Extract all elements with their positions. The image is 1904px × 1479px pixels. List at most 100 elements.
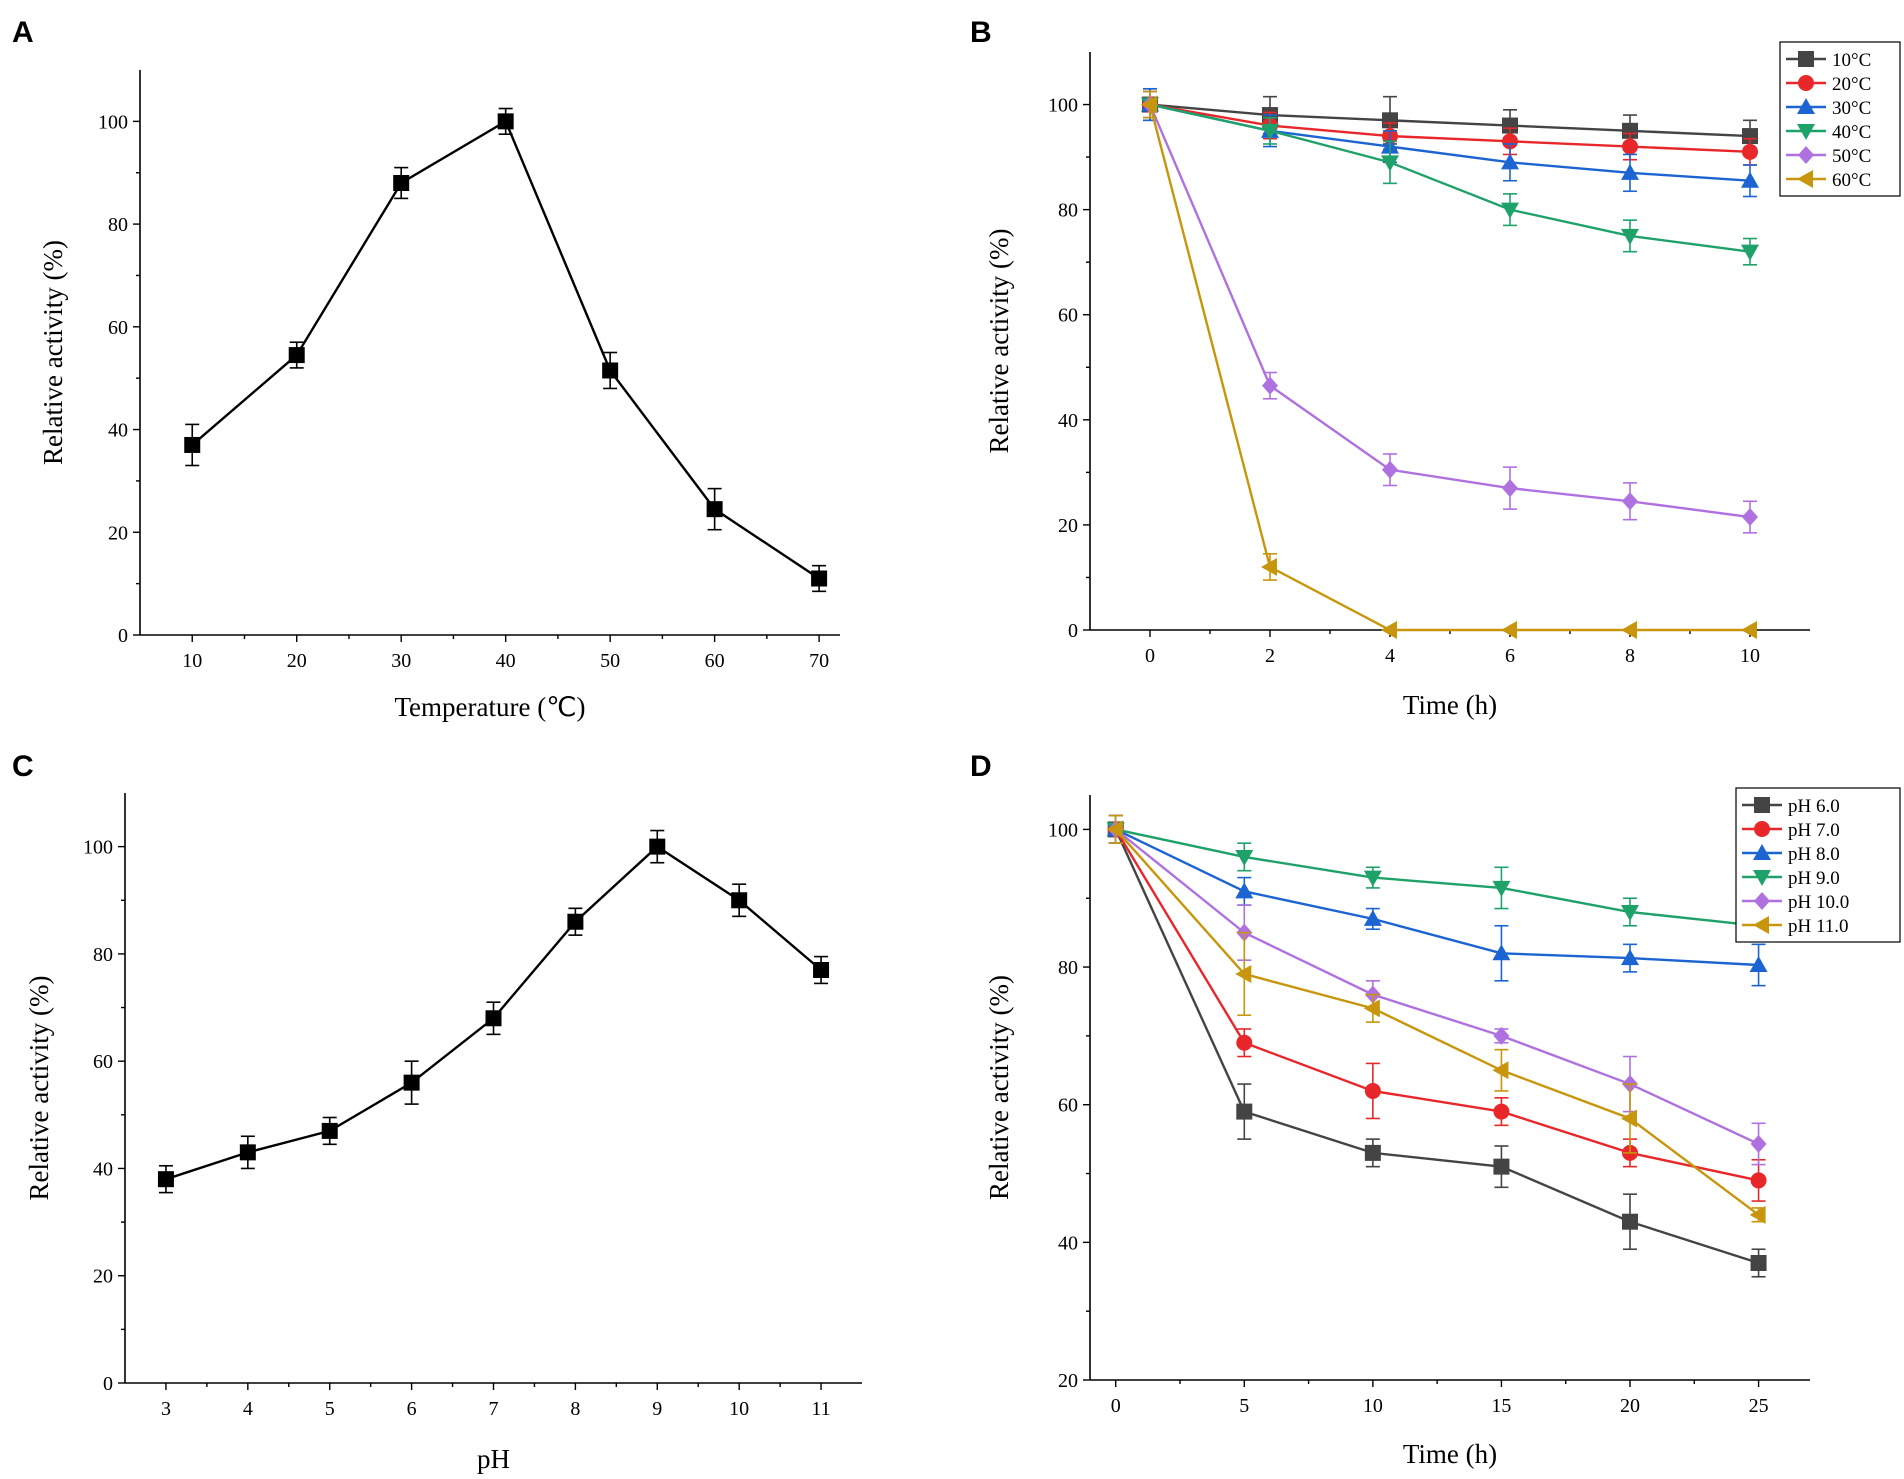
legend-label: pH 9.0 [1788,868,1840,889]
x-tick-label: 20 [1620,1395,1640,1417]
data-point [602,362,619,379]
series-line [1115,828,1759,967]
data-point [1261,123,1279,140]
x-tick-label: 10 [182,650,202,672]
data-point [1749,1205,1766,1224]
panel-d: D 20 40 60 80 100 0 5 10 15 20 25 Time (h) Relative a… [970,750,1901,1469]
data-point [403,1074,420,1091]
data-point [1106,820,1123,839]
data-point [1262,376,1278,395]
series-ph-11-0 [1106,814,1766,1224]
series-ph-9-0 [1106,814,1768,937]
x-tick-label: 4 [243,1398,253,1420]
data-point [1750,1255,1767,1271]
y-tick-label: 100 [83,837,113,859]
legend-label: 50°C [1832,146,1871,167]
data-point [1492,944,1511,961]
y-tick-label: 0 [118,625,128,647]
data-point [1741,171,1759,188]
series-40-c [1141,90,1759,266]
legend-item: 10°C [1786,50,1871,71]
legend-item: 20°C [1786,74,1871,95]
x-tick-label: 15 [1491,1395,1511,1417]
legend-item: 30°C [1786,98,1871,119]
x-axis-title: pH [477,1444,510,1474]
series-line [1149,103,1751,253]
y-tick-label: 60 [1058,1095,1078,1117]
legend-marker [1797,124,1815,140]
data-point [1493,1103,1510,1120]
data-point [1502,133,1518,150]
y-tick-label: 100 [98,111,128,133]
data-point [1621,949,1639,966]
y-axis-title: Relative activity (%) [24,976,54,1201]
data-point [1141,95,1157,114]
x-tick-label: 7 [489,1398,499,1420]
x-tick-label: 10 [729,1398,749,1420]
y-tick-label: 0 [1068,620,1078,642]
data-point [1363,909,1382,926]
x-tick-label: 25 [1749,1395,1769,1417]
data-point [485,1010,502,1027]
y-tick-label: 20 [1058,515,1078,537]
legend-marker [1753,870,1771,886]
y-tick-label: 40 [108,420,128,442]
x-tick-label: 9 [652,1398,662,1420]
x-tick-label: 11 [811,1398,830,1420]
series-line [1114,828,1759,1265]
y-tick-label: 80 [1058,200,1078,222]
x-tick-label: 6 [1505,645,1515,667]
series-line [1114,828,1759,1182]
data-point [1622,492,1638,511]
data-point [1622,1213,1638,1230]
legend-label: pH 6.0 [1788,796,1840,817]
x-tick-label: 4 [1385,645,1395,667]
x-tick-label: 20 [287,650,307,672]
data-point [1363,870,1382,887]
x-tick-label: 50 [600,650,620,672]
legend-item: 50°C [1786,146,1871,167]
y-tick-label: 80 [108,214,128,236]
legend-marker [1754,797,1770,813]
y-tick-label: 80 [93,944,113,966]
y-tick-label: 40 [93,1158,113,1180]
data-point [1236,1034,1253,1051]
legend-marker [1797,170,1813,188]
legend: pH 6.0 pH 7.0 pH 8.0 pH 9.0 pH 10.0 pH 11.0 [1735,787,1901,943]
series-line [1114,828,1760,1216]
data-point [1492,1061,1509,1080]
y-axis-title: Relative activity (%) [984,229,1014,454]
data-point [1502,479,1518,498]
x-tick-label: 2 [1265,645,1275,667]
data-point [1236,1103,1253,1120]
legend-marker [1753,916,1769,934]
series-line [1148,104,1750,632]
panel-letter: B [970,16,992,49]
data-point [1621,905,1639,921]
data-point [1493,1026,1510,1045]
y-tick-label: 60 [108,317,128,339]
legend-item: 40°C [1786,122,1871,143]
x-tick-label: 5 [1239,1395,1249,1417]
data-point [393,175,410,191]
y-tick-label: 60 [1058,305,1078,327]
panel-c: C 0 20 40 60 80 100 3 4 5 6 7 8 9 10 11 pH Relative activ… [12,750,862,1474]
panel-a: A 0 20 40 60 80 100 10 20 30 40 50 60 70 Temperature (… [12,16,840,722]
legend-item: 60°C [1786,170,1871,191]
series-line [1149,103,1751,182]
data-point [1364,1082,1381,1099]
legend-marker [1798,75,1814,91]
data-point [1235,882,1254,899]
x-tick-label: 6 [407,1398,417,1420]
y-tick-label: 60 [93,1051,113,1073]
data-point [1742,128,1758,145]
y-axis-title: Relative activity (%) [38,240,68,465]
data-point [1382,460,1398,479]
data-point [184,436,201,453]
legend-marker [1798,146,1814,164]
data-point [1235,849,1254,866]
y-tick-label: 20 [1058,1370,1078,1392]
y-axis-title: Relative activity (%) [984,975,1014,1200]
x-tick-label: 40 [496,650,516,672]
